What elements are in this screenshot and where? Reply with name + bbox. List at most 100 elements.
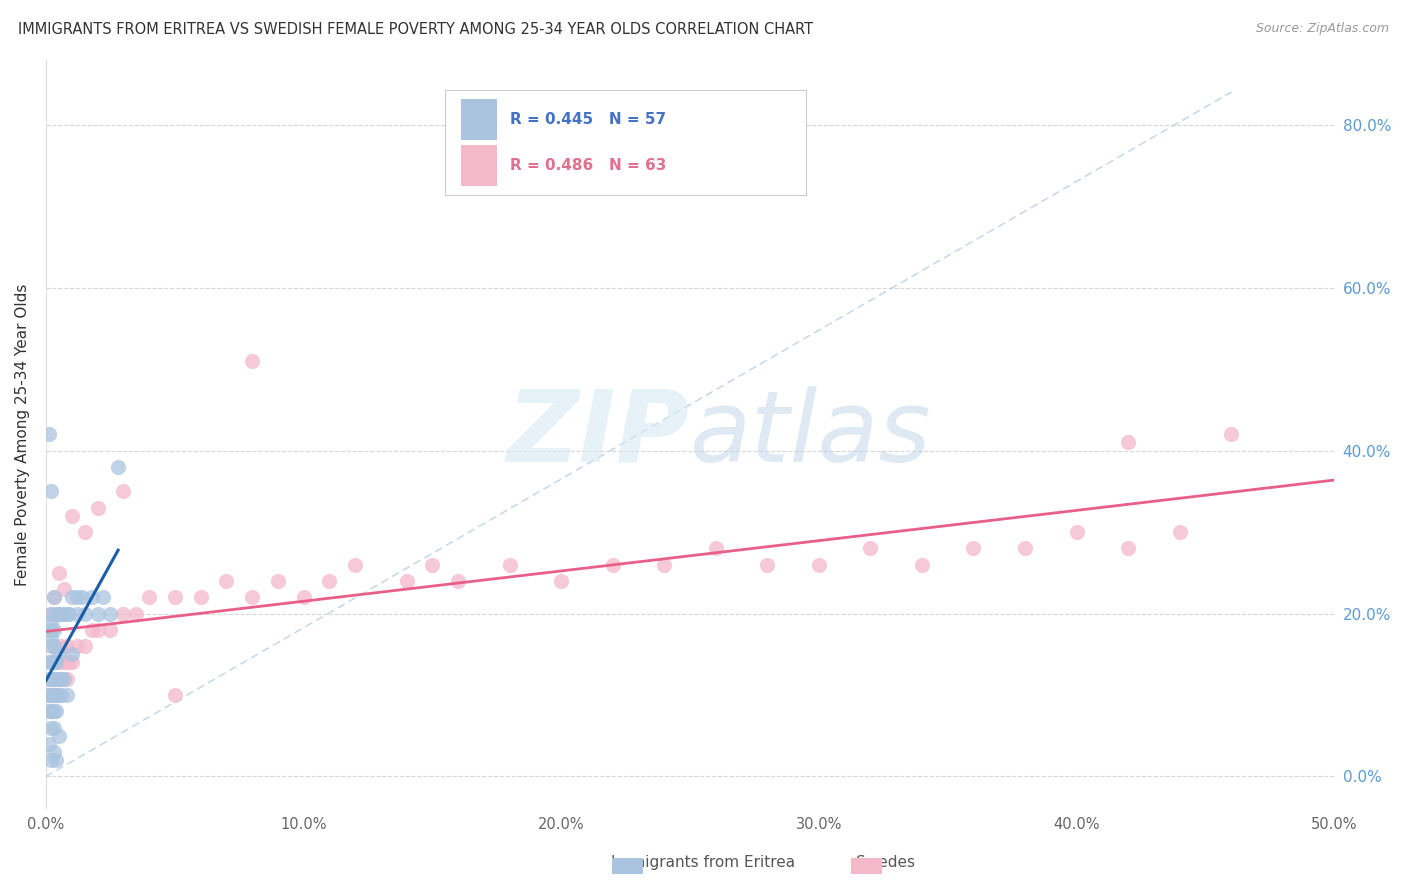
Swedes: [39, 672, 62, 686]
Immigrants from Eritrea: [38, 688, 60, 702]
Swedes: [53, 656, 76, 670]
Immigrants from Eritrea: [45, 704, 67, 718]
Swedes: [499, 558, 522, 572]
Swedes: [422, 558, 444, 572]
Swedes: [55, 639, 77, 653]
Swedes: [138, 591, 160, 605]
Immigrants from Eritrea: [42, 623, 65, 637]
Immigrants from Eritrea: [107, 459, 129, 474]
Text: Immigrants from Eritrea: Immigrants from Eritrea: [612, 855, 794, 870]
Immigrants from Eritrea: [39, 656, 62, 670]
Immigrants from Eritrea: [42, 672, 65, 686]
Swedes: [39, 688, 62, 702]
Immigrants from Eritrea: [39, 623, 62, 637]
Immigrants from Eritrea: [48, 688, 70, 702]
Swedes: [550, 574, 572, 588]
Swedes: [45, 656, 67, 670]
Immigrants from Eritrea: [42, 656, 65, 670]
Swedes: [962, 541, 984, 556]
Immigrants from Eritrea: [58, 607, 80, 621]
Swedes: [756, 558, 779, 572]
Text: R = 0.445   N = 57: R = 0.445 N = 57: [510, 112, 666, 127]
Immigrants from Eritrea: [100, 607, 122, 621]
Immigrants from Eritrea: [39, 688, 62, 702]
Swedes: [267, 574, 290, 588]
Immigrants from Eritrea: [42, 639, 65, 653]
Immigrants from Eritrea: [91, 591, 114, 605]
Swedes: [1220, 427, 1243, 442]
Text: Source: ZipAtlas.com: Source: ZipAtlas.com: [1256, 22, 1389, 36]
Swedes: [652, 558, 675, 572]
Swedes: [395, 574, 418, 588]
Swedes: [60, 656, 83, 670]
Swedes: [38, 688, 60, 702]
Swedes: [55, 672, 77, 686]
Immigrants from Eritrea: [39, 615, 62, 629]
Bar: [461, 145, 496, 186]
Immigrants from Eritrea: [73, 607, 96, 621]
Immigrants from Eritrea: [66, 591, 89, 605]
Swedes: [318, 574, 340, 588]
Swedes: [125, 607, 148, 621]
Swedes: [1014, 541, 1036, 556]
Swedes: [39, 607, 62, 621]
Immigrants from Eritrea: [39, 639, 62, 653]
Swedes: [704, 541, 727, 556]
Swedes: [60, 508, 83, 523]
Swedes: [53, 582, 76, 596]
Immigrants from Eritrea: [45, 607, 67, 621]
Swedes: [48, 656, 70, 670]
Swedes: [66, 639, 89, 653]
Swedes: [190, 591, 212, 605]
Immigrants from Eritrea: [51, 607, 73, 621]
Swedes: [807, 558, 830, 572]
Swedes: [51, 672, 73, 686]
Swedes: [292, 591, 315, 605]
Swedes: [1116, 541, 1139, 556]
Swedes: [73, 639, 96, 653]
Immigrants from Eritrea: [45, 672, 67, 686]
Swedes: [58, 656, 80, 670]
Immigrants from Eritrea: [55, 607, 77, 621]
Immigrants from Eritrea: [60, 648, 83, 662]
Immigrants from Eritrea: [66, 607, 89, 621]
Immigrants from Eritrea: [51, 672, 73, 686]
Immigrants from Eritrea: [48, 672, 70, 686]
Swedes: [240, 354, 263, 368]
Immigrants from Eritrea: [42, 704, 65, 718]
Text: R = 0.486   N = 63: R = 0.486 N = 63: [510, 158, 666, 173]
Immigrants from Eritrea: [48, 648, 70, 662]
FancyBboxPatch shape: [446, 89, 806, 194]
Swedes: [1168, 525, 1191, 540]
Text: ZIP: ZIP: [508, 386, 690, 483]
Swedes: [82, 623, 104, 637]
Swedes: [42, 688, 65, 702]
Swedes: [163, 591, 186, 605]
Swedes: [86, 623, 108, 637]
Swedes: [1116, 435, 1139, 450]
Immigrants from Eritrea: [39, 753, 62, 767]
Immigrants from Eritrea: [48, 729, 70, 743]
Swedes: [42, 639, 65, 653]
Swedes: [1066, 525, 1088, 540]
Bar: [461, 99, 496, 140]
Swedes: [447, 574, 470, 588]
Swedes: [859, 541, 882, 556]
Immigrants from Eritrea: [38, 737, 60, 751]
Swedes: [100, 623, 122, 637]
Immigrants from Eritrea: [82, 591, 104, 605]
Swedes: [163, 688, 186, 702]
Text: atlas: atlas: [690, 386, 932, 483]
Swedes: [344, 558, 367, 572]
Y-axis label: Female Poverty Among 25-34 Year Olds: Female Poverty Among 25-34 Year Olds: [15, 283, 30, 585]
Immigrants from Eritrea: [86, 607, 108, 621]
Swedes: [112, 607, 135, 621]
Immigrants from Eritrea: [60, 591, 83, 605]
Swedes: [73, 525, 96, 540]
Swedes: [602, 558, 624, 572]
Immigrants from Eritrea: [38, 704, 60, 718]
Immigrants from Eritrea: [45, 753, 67, 767]
Immigrants from Eritrea: [39, 672, 62, 686]
Text: Swedes: Swedes: [856, 855, 915, 870]
Swedes: [911, 558, 934, 572]
